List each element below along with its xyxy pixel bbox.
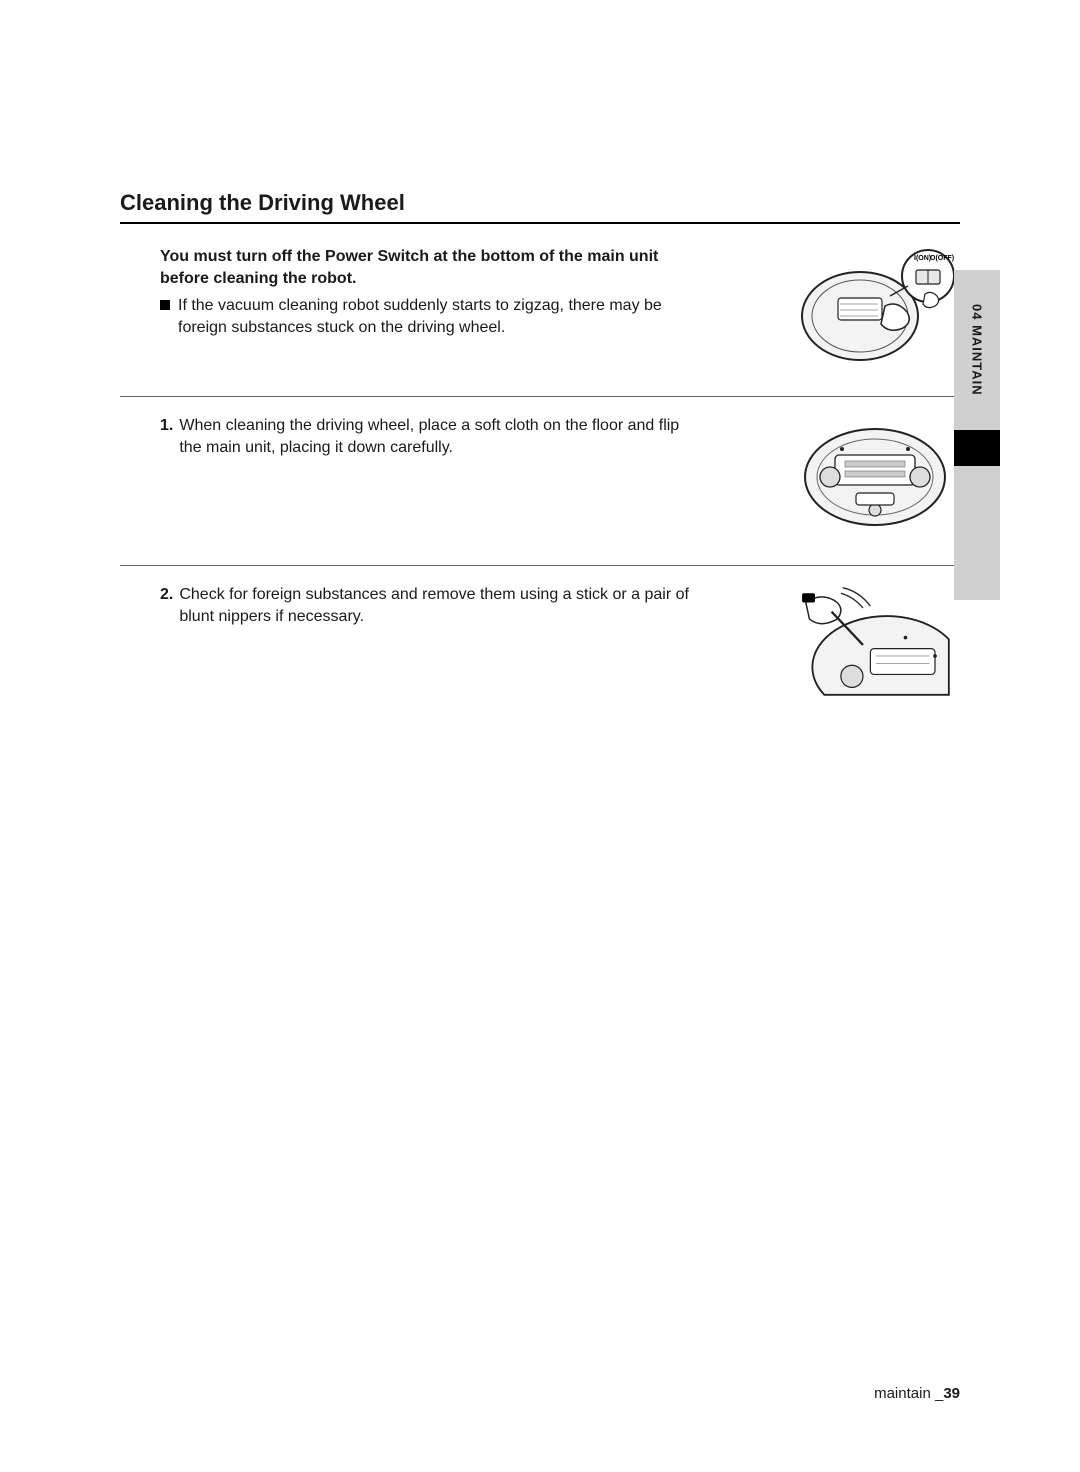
illustration-flip-unit xyxy=(790,415,960,535)
info-bullet: If the vacuum cleaning robot suddenly st… xyxy=(160,295,700,338)
step-body: Check for foreign substances and remove … xyxy=(179,584,700,627)
bullet-text: If the vacuum cleaning robot suddenly st… xyxy=(178,295,700,338)
step-1-row: 1. When cleaning the driving wheel, plac… xyxy=(160,415,700,458)
manual-page: Cleaning the Driving Wheel You must turn… xyxy=(0,0,1080,1472)
square-bullet-icon xyxy=(160,300,170,310)
step-1-text: 1. When cleaning the driving wheel, plac… xyxy=(120,415,770,458)
step-body: When cleaning the driving wheel, place a… xyxy=(179,415,700,458)
off-label: O(OFF) xyxy=(930,255,954,262)
intro-text: You must turn off the Power Switch at th… xyxy=(120,246,770,338)
step-number: 2. xyxy=(160,584,173,627)
footer-label: maintain _ xyxy=(874,1385,943,1402)
tab-active-marker xyxy=(954,430,1000,466)
warning-text: You must turn off the Power Switch at th… xyxy=(160,246,680,289)
step-1-section: 1. When cleaning the driving wheel, plac… xyxy=(120,415,960,566)
section-heading: Cleaning the Driving Wheel xyxy=(120,190,960,224)
page-number: 39 xyxy=(943,1385,960,1402)
on-label: I(ON) xyxy=(914,255,931,262)
tab-label-area: 04 MAINTAIN xyxy=(954,270,1000,430)
illustration-remove-debris xyxy=(790,584,960,704)
tab-label: 04 MAINTAIN xyxy=(970,304,985,396)
step-2-text: 2. Check for foreign substances and remo… xyxy=(120,584,770,627)
chapter-side-tab: 04 MAINTAIN xyxy=(954,270,1000,600)
page-footer: maintain _39 xyxy=(874,1385,960,1402)
step-2-section: 2. Check for foreign substances and remo… xyxy=(120,584,960,734)
intro-section: You must turn off the Power Switch at th… xyxy=(120,246,960,397)
step-2-row: 2. Check for foreign substances and remo… xyxy=(160,584,700,627)
tab-rest xyxy=(954,466,1000,600)
illustration-power-off: I(ON) O(OFF) xyxy=(790,246,960,366)
step-number: 1. xyxy=(160,415,173,458)
